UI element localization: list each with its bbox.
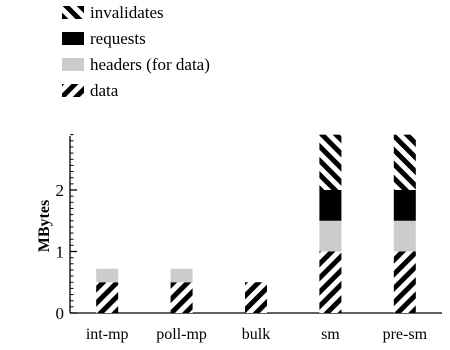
bar-pre-sm-data — [393, 251, 416, 313]
plot-area: MBytes 0 1 2 int-mp poll-mp bulk sm pre-sm — [36, 134, 442, 343]
y-tick-label: 1 — [56, 243, 65, 262]
x-tick-label-sm: sm — [321, 326, 340, 343]
bar-poll-mp-headers-for-data — [170, 268, 193, 283]
x-tick-label-int-mp: int-mp — [86, 326, 129, 343]
legend-label-data: data — [90, 81, 119, 100]
x-tick-label-pre-sm: pre-sm — [383, 326, 428, 343]
legend-label-requests: requests — [90, 29, 146, 48]
bar-int-mp-headers-for-data — [96, 268, 119, 283]
x-tick-label-poll-mp: poll-mp — [156, 326, 207, 343]
legend-label-headers-for-data: headers (for data) — [90, 55, 210, 74]
bars — [96, 134, 416, 313]
bar-pre-sm-requests — [393, 190, 416, 221]
x-tick-label-bulk: bulk — [242, 326, 270, 343]
legend-swatch-headers-for-data — [62, 58, 84, 71]
bar-pre-sm-invalidates — [393, 134, 416, 190]
y-axis-label: MBytes — [36, 200, 53, 252]
x-axis-labels: int-mp poll-mp bulk sm pre-sm — [86, 326, 428, 343]
legend-swatch-requests — [62, 32, 84, 45]
legend-swatch-data — [62, 84, 84, 97]
bar-pre-sm-headers-for-data — [393, 220, 416, 252]
bar-sm-requests — [319, 190, 342, 221]
bar-bulk-data — [245, 282, 267, 313]
legend-label-invalidates: invalidates — [90, 3, 164, 22]
y-tick-label: 2 — [56, 181, 65, 200]
legend: invalidates requests headers (for data) dat… — [62, 3, 210, 100]
bar-sm-invalidates — [319, 134, 342, 190]
y-axis-ticks: 0 1 2 — [56, 134, 77, 323]
bar-poll-mp-data — [170, 282, 193, 313]
bar-sm-data — [319, 251, 342, 313]
bar-sm-headers-for-data — [319, 220, 342, 252]
bar-int-mp-data — [96, 282, 119, 313]
y-tick-label: 0 — [56, 304, 65, 323]
legend-swatch-invalidates — [62, 6, 84, 19]
